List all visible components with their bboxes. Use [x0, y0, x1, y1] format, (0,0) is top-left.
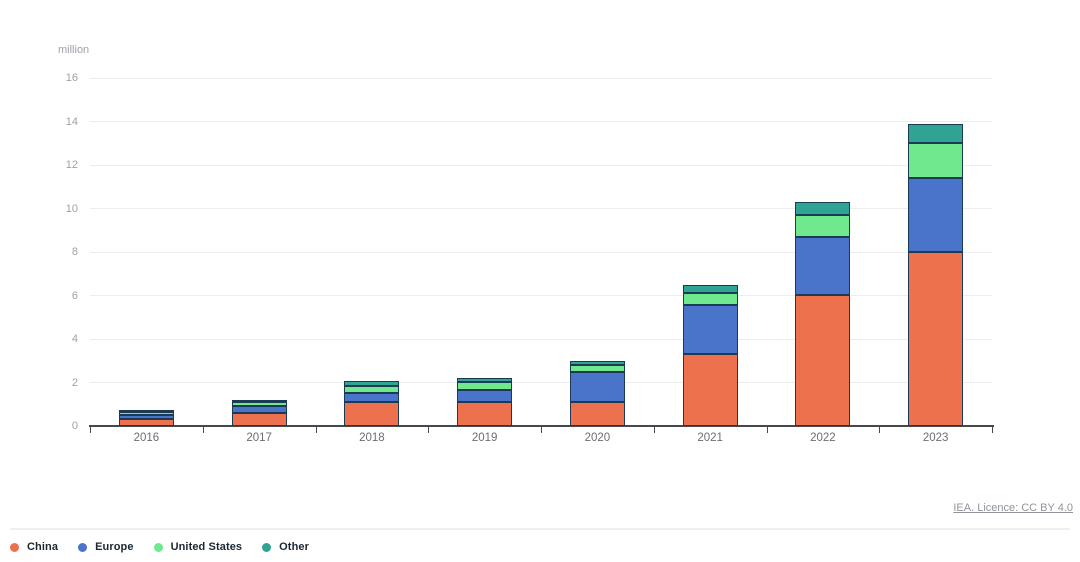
gridline [90, 121, 992, 122]
legend-item-china[interactable]: China [10, 541, 58, 553]
x-axis-tick [766, 426, 768, 433]
bar-2023-segment-other[interactable] [908, 123, 964, 144]
x-axis-label-2018: 2018 [359, 432, 385, 444]
bar-2022-segment-other[interactable] [795, 201, 851, 216]
bar-2019-segment-europe[interactable] [457, 390, 513, 403]
y-axis-tick-label: 4 [71, 333, 78, 345]
bar-2022-segment-china[interactable] [795, 295, 851, 426]
bar-2023-segment-europe[interactable] [908, 178, 964, 252]
legend-label-other: Other [279, 541, 309, 553]
bar-2018-segment-united-states[interactable] [344, 385, 400, 394]
bar-2021 [682, 284, 738, 426]
bar-2019-segment-united-states[interactable] [457, 382, 513, 391]
bar-2019-segment-china[interactable] [457, 402, 513, 426]
bar-2022 [795, 201, 851, 426]
y-axis-tick-label: 12 [65, 159, 78, 171]
bar-2016-segment-china[interactable] [118, 418, 174, 426]
legend-label-united-states: United States [170, 541, 243, 553]
gridline [90, 295, 992, 296]
x-axis-label-2019: 2019 [471, 432, 498, 444]
y-axis-tick-label: 0 [71, 420, 78, 432]
gridline [90, 338, 992, 340]
legend-label-europe: Europe [95, 541, 134, 553]
legend-item-other[interactable]: Other [262, 541, 309, 553]
bar-2016-segment-europe[interactable] [118, 414, 174, 419]
x-axis-label-2016: 2016 [133, 432, 160, 444]
licence-link[interactable]: IEA. Licence: CC BY 4.0 [953, 502, 1073, 514]
x-axis-label-2021: 2021 [697, 432, 723, 444]
bar-2020 [569, 360, 625, 426]
bar-2020-segment-other[interactable] [569, 360, 625, 366]
bar-2016 [118, 409, 174, 426]
bar-2020-segment-china[interactable] [569, 402, 625, 426]
bar-2022-segment-europe[interactable] [795, 236, 851, 296]
x-axis-tick [653, 426, 655, 433]
gridline [90, 251, 992, 253]
legend-dot-europe [78, 542, 88, 552]
bar-2019-segment-other[interactable] [457, 378, 513, 383]
x-axis-tick [315, 426, 317, 433]
legend-label-china: China [27, 541, 59, 553]
legend-dot-other [262, 542, 272, 552]
bar-2021-segment-other[interactable] [682, 284, 738, 294]
legend-dot-china [10, 542, 19, 552]
bar-2021-segment-europe[interactable] [682, 305, 738, 355]
bar-2016-segment-other[interactable] [118, 409, 174, 412]
x-axis-tick [541, 426, 542, 433]
bar-2018-segment-other[interactable] [344, 381, 400, 386]
bar-2022-segment-united-states[interactable] [795, 215, 851, 237]
y-axis-unit-label: million [58, 44, 90, 56]
x-axis-label-2023: 2023 [922, 432, 949, 444]
bar-2019 [457, 378, 513, 426]
y-axis-tick-label: 6 [71, 289, 78, 302]
bar-2023 [908, 123, 964, 426]
gridline [90, 77, 992, 79]
footer-divider [10, 528, 1070, 530]
bar-2017-segment-united-states[interactable] [231, 402, 287, 407]
y-axis-tick-label: 16 [65, 72, 78, 84]
y-axis-tick-label: 8 [71, 246, 78, 258]
legend-dot-united-states [153, 542, 163, 552]
x-axis-tick [202, 426, 204, 433]
bar-2018-segment-china[interactable] [344, 402, 400, 426]
bar-2021-segment-china[interactable] [682, 354, 738, 426]
y-axis-tick-label: 10 [65, 202, 78, 215]
bar-2018 [344, 381, 400, 426]
x-axis-label-2022: 2022 [810, 432, 836, 444]
y-axis-tick-label: 14 [65, 115, 78, 128]
x-axis-tick [90, 426, 91, 433]
bar-2017-segment-china[interactable] [231, 412, 287, 426]
bar-2023-segment-china[interactable] [908, 251, 964, 426]
gridline [90, 164, 992, 166]
x-axis-label-2017: 2017 [246, 432, 272, 444]
bar-2021-segment-united-states[interactable] [682, 293, 738, 306]
bar-2020-segment-united-states[interactable] [569, 365, 625, 372]
gridline [90, 382, 992, 383]
x-axis-label-2020: 2020 [584, 432, 611, 444]
legend: China Europe United States Other [10, 541, 309, 553]
gridline [90, 208, 992, 209]
bar-2018-segment-europe[interactable] [344, 393, 400, 403]
bar-2020-segment-europe[interactable] [569, 371, 625, 403]
bar-2017-segment-other[interactable] [231, 399, 287, 403]
bar-2017 [231, 399, 287, 426]
legend-item-united-states[interactable]: United States [153, 541, 243, 553]
legend-item-europe[interactable]: Europe [78, 541, 134, 553]
x-axis-tick [879, 426, 881, 433]
bar-2017-segment-europe[interactable] [231, 406, 287, 413]
y-axis-tick-label: 2 [71, 376, 78, 389]
bar-2023-segment-united-states[interactable] [908, 143, 964, 179]
x-axis-tick [428, 426, 430, 433]
x-axis-tick [992, 426, 993, 433]
bar-2016-segment-united-states[interactable] [118, 411, 174, 415]
